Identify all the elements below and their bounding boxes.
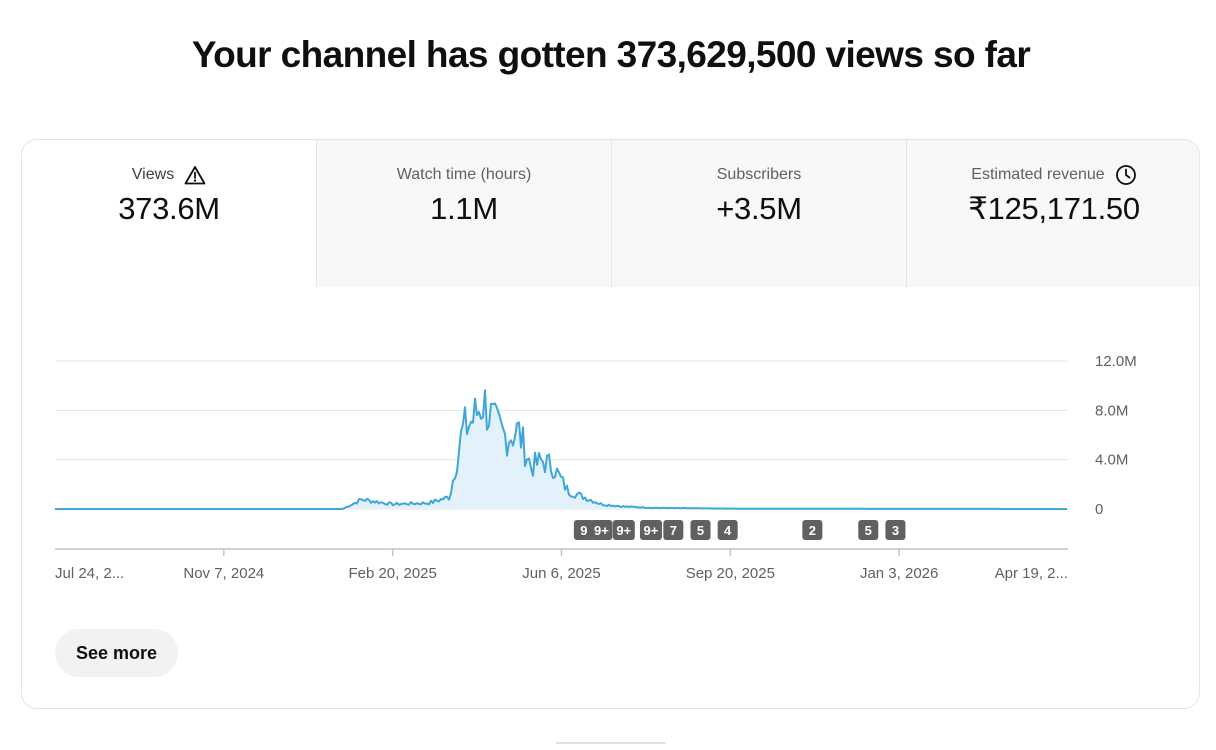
- event-marker: [573, 520, 594, 540]
- event-marker: [885, 520, 906, 540]
- tab-watch-time-label-row: Watch time (hours): [317, 165, 611, 185]
- metric-tabs: Views 373.6M Watch time (hours) 1.1M: [22, 140, 1199, 287]
- y-tick-label: 0: [1095, 501, 1103, 518]
- event-marker-label: 9+: [644, 523, 659, 538]
- tab-value: 1.1M: [430, 191, 498, 226]
- page-title: Your channel has gotten 373,629,500 view…: [191, 34, 1031, 75]
- warning-icon[interactable]: [184, 165, 206, 185]
- event-marker: [663, 520, 684, 540]
- event-marker-label: 5: [865, 523, 872, 538]
- y-tick-label: 8.0M: [1095, 402, 1128, 419]
- views-chart[interactable]: 12.0M 8.0M 4.0M 0 9 9+ 9+ 9+ 7 5 4 2 5 3 Jul 24, 2... N…: [22, 287, 1200, 587]
- x-tick-label: Feb 20, 2025: [348, 565, 436, 582]
- tab-views-label-row: Views: [22, 165, 316, 185]
- y-tick-label: 4.0M: [1095, 452, 1128, 469]
- tab-label: Subscribers: [716, 166, 802, 183]
- tab-label: Estimated revenue: [971, 166, 1105, 183]
- see-more-button[interactable]: See more: [55, 629, 178, 677]
- x-tick-label: Jan 3, 2026: [860, 565, 938, 582]
- series-line: [55, 389, 1067, 510]
- tab-value: 373.6M: [118, 191, 220, 226]
- tab-value: ₹125,171.50: [968, 191, 1140, 226]
- tab-views[interactable]: Views 373.6M: [22, 140, 316, 287]
- tab-revenue-label-row: Estimated revenue: [907, 164, 1199, 186]
- x-tick-label: Sep 20, 2025: [686, 565, 775, 582]
- event-marker: [612, 520, 635, 540]
- event-marker: [590, 520, 613, 540]
- tab-label: Watch time (hours): [396, 166, 532, 183]
- metrics-card: Views 373.6M Watch time (hours) 1.1M: [21, 139, 1200, 709]
- tab-label: Views: [131, 166, 175, 183]
- event-marker: [717, 520, 738, 540]
- x-tick-label: Jun 6, 2025: [522, 565, 600, 582]
- event-marker-label: 9+: [616, 523, 631, 538]
- event-marker-label: 2: [809, 523, 816, 538]
- event-marker-label: 7: [670, 523, 677, 538]
- tab-value: +3.5M: [716, 191, 802, 226]
- event-marker-label: 5: [697, 523, 704, 538]
- x-tick-label: Jul 24, 2...: [55, 565, 124, 582]
- event-marker-label: 4: [724, 523, 732, 538]
- tab-subscribers[interactable]: Subscribers +3.5M: [611, 140, 906, 287]
- event-marker: [802, 520, 823, 540]
- x-tick-label: Apr 19, 2...: [995, 565, 1068, 582]
- event-marker-label: 9: [580, 523, 587, 538]
- event-marker: [690, 520, 711, 540]
- y-tick-label: 12.0M: [1095, 353, 1137, 370]
- event-marker-label: 9+: [594, 523, 609, 538]
- tab-estimated-revenue[interactable]: Estimated revenue ₹125,171.50: [906, 140, 1199, 287]
- clock-icon[interactable]: [1115, 164, 1137, 186]
- scroll-indicator: [556, 742, 666, 744]
- x-tick-label: Nov 7, 2024: [183, 565, 264, 582]
- event-marker: [858, 520, 879, 540]
- event-marker-label: 3: [892, 523, 899, 538]
- event-marker: [639, 520, 662, 540]
- tab-subscribers-label-row: Subscribers: [612, 165, 906, 185]
- tab-watch-time[interactable]: Watch time (hours) 1.1M: [316, 140, 611, 287]
- series-area: [55, 390, 1068, 509]
